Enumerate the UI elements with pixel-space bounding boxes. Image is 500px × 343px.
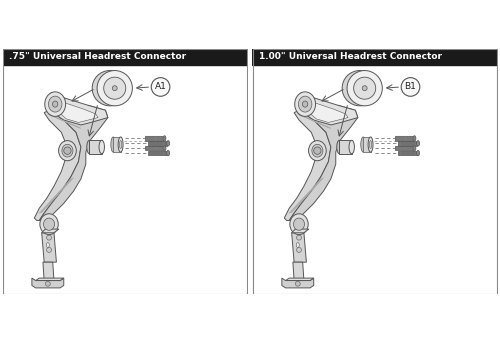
Bar (148, 141, 166, 145)
Ellipse shape (62, 144, 73, 157)
Ellipse shape (48, 96, 62, 112)
Text: A1: A1 (154, 82, 166, 92)
Ellipse shape (294, 218, 304, 230)
Ellipse shape (298, 96, 312, 112)
Polygon shape (43, 262, 54, 281)
Ellipse shape (300, 93, 304, 116)
Ellipse shape (50, 93, 54, 116)
Ellipse shape (370, 141, 372, 149)
Ellipse shape (58, 141, 76, 161)
Bar (394, 136, 413, 141)
Circle shape (342, 71, 378, 106)
Ellipse shape (413, 145, 416, 151)
Ellipse shape (166, 151, 170, 156)
Ellipse shape (40, 214, 58, 235)
Ellipse shape (294, 92, 316, 116)
Polygon shape (36, 278, 64, 281)
Polygon shape (292, 233, 306, 262)
Ellipse shape (99, 140, 104, 154)
Ellipse shape (46, 243, 50, 247)
Ellipse shape (164, 147, 165, 150)
Ellipse shape (302, 101, 308, 107)
Ellipse shape (45, 214, 48, 234)
Circle shape (401, 78, 420, 96)
Ellipse shape (120, 141, 122, 149)
Polygon shape (306, 102, 348, 122)
Ellipse shape (414, 137, 415, 140)
Bar (394, 146, 413, 151)
Ellipse shape (62, 141, 66, 160)
Ellipse shape (312, 141, 316, 160)
Polygon shape (49, 96, 108, 125)
Ellipse shape (296, 243, 300, 247)
Circle shape (347, 71, 382, 106)
Ellipse shape (87, 140, 92, 154)
Ellipse shape (336, 140, 342, 154)
Ellipse shape (52, 101, 58, 107)
Circle shape (314, 147, 321, 154)
Ellipse shape (361, 137, 366, 152)
Ellipse shape (308, 141, 326, 161)
Bar (144, 146, 163, 151)
Ellipse shape (44, 218, 54, 230)
Polygon shape (282, 278, 314, 288)
Circle shape (104, 77, 126, 99)
Circle shape (46, 247, 52, 252)
Bar (144, 136, 163, 141)
Polygon shape (56, 102, 98, 122)
Circle shape (296, 281, 300, 286)
Circle shape (112, 86, 117, 91)
Polygon shape (292, 229, 309, 233)
Polygon shape (293, 262, 304, 281)
Circle shape (46, 235, 52, 240)
Polygon shape (286, 278, 314, 281)
Polygon shape (284, 110, 331, 221)
Ellipse shape (166, 141, 170, 146)
Text: B1: B1 (404, 82, 416, 92)
Ellipse shape (416, 141, 420, 146)
Polygon shape (40, 105, 108, 221)
Polygon shape (32, 278, 64, 288)
Ellipse shape (164, 137, 165, 140)
Polygon shape (34, 110, 81, 221)
Circle shape (151, 78, 170, 96)
Polygon shape (42, 229, 59, 233)
Ellipse shape (349, 140, 354, 154)
Ellipse shape (290, 214, 308, 235)
Ellipse shape (368, 137, 373, 152)
Circle shape (92, 71, 128, 106)
Bar (363, 137, 370, 152)
Circle shape (362, 86, 367, 91)
Circle shape (46, 281, 51, 286)
Ellipse shape (295, 214, 298, 234)
Ellipse shape (111, 137, 116, 152)
Bar (114, 137, 120, 152)
Ellipse shape (416, 151, 420, 156)
Polygon shape (289, 105, 358, 221)
Bar (148, 151, 166, 155)
Circle shape (97, 71, 132, 106)
Circle shape (354, 77, 376, 99)
Ellipse shape (312, 144, 323, 157)
Bar (2, 49, 248, 65)
Ellipse shape (414, 147, 415, 150)
Ellipse shape (118, 137, 123, 152)
Ellipse shape (45, 92, 66, 116)
Polygon shape (299, 96, 358, 125)
Circle shape (296, 247, 302, 252)
Bar (398, 141, 416, 145)
Circle shape (296, 235, 302, 240)
Bar (252, 49, 498, 65)
Bar (398, 151, 416, 155)
Ellipse shape (163, 136, 166, 141)
Bar (340, 140, 351, 154)
Text: .75" Universal Headrest Connector: .75" Universal Headrest Connector (8, 52, 186, 61)
Ellipse shape (413, 136, 416, 141)
Circle shape (64, 147, 71, 154)
Text: 1.00" Universal Headrest Connector: 1.00" Universal Headrest Connector (258, 52, 442, 61)
Ellipse shape (163, 145, 166, 151)
Polygon shape (42, 233, 56, 262)
Bar (90, 140, 102, 154)
